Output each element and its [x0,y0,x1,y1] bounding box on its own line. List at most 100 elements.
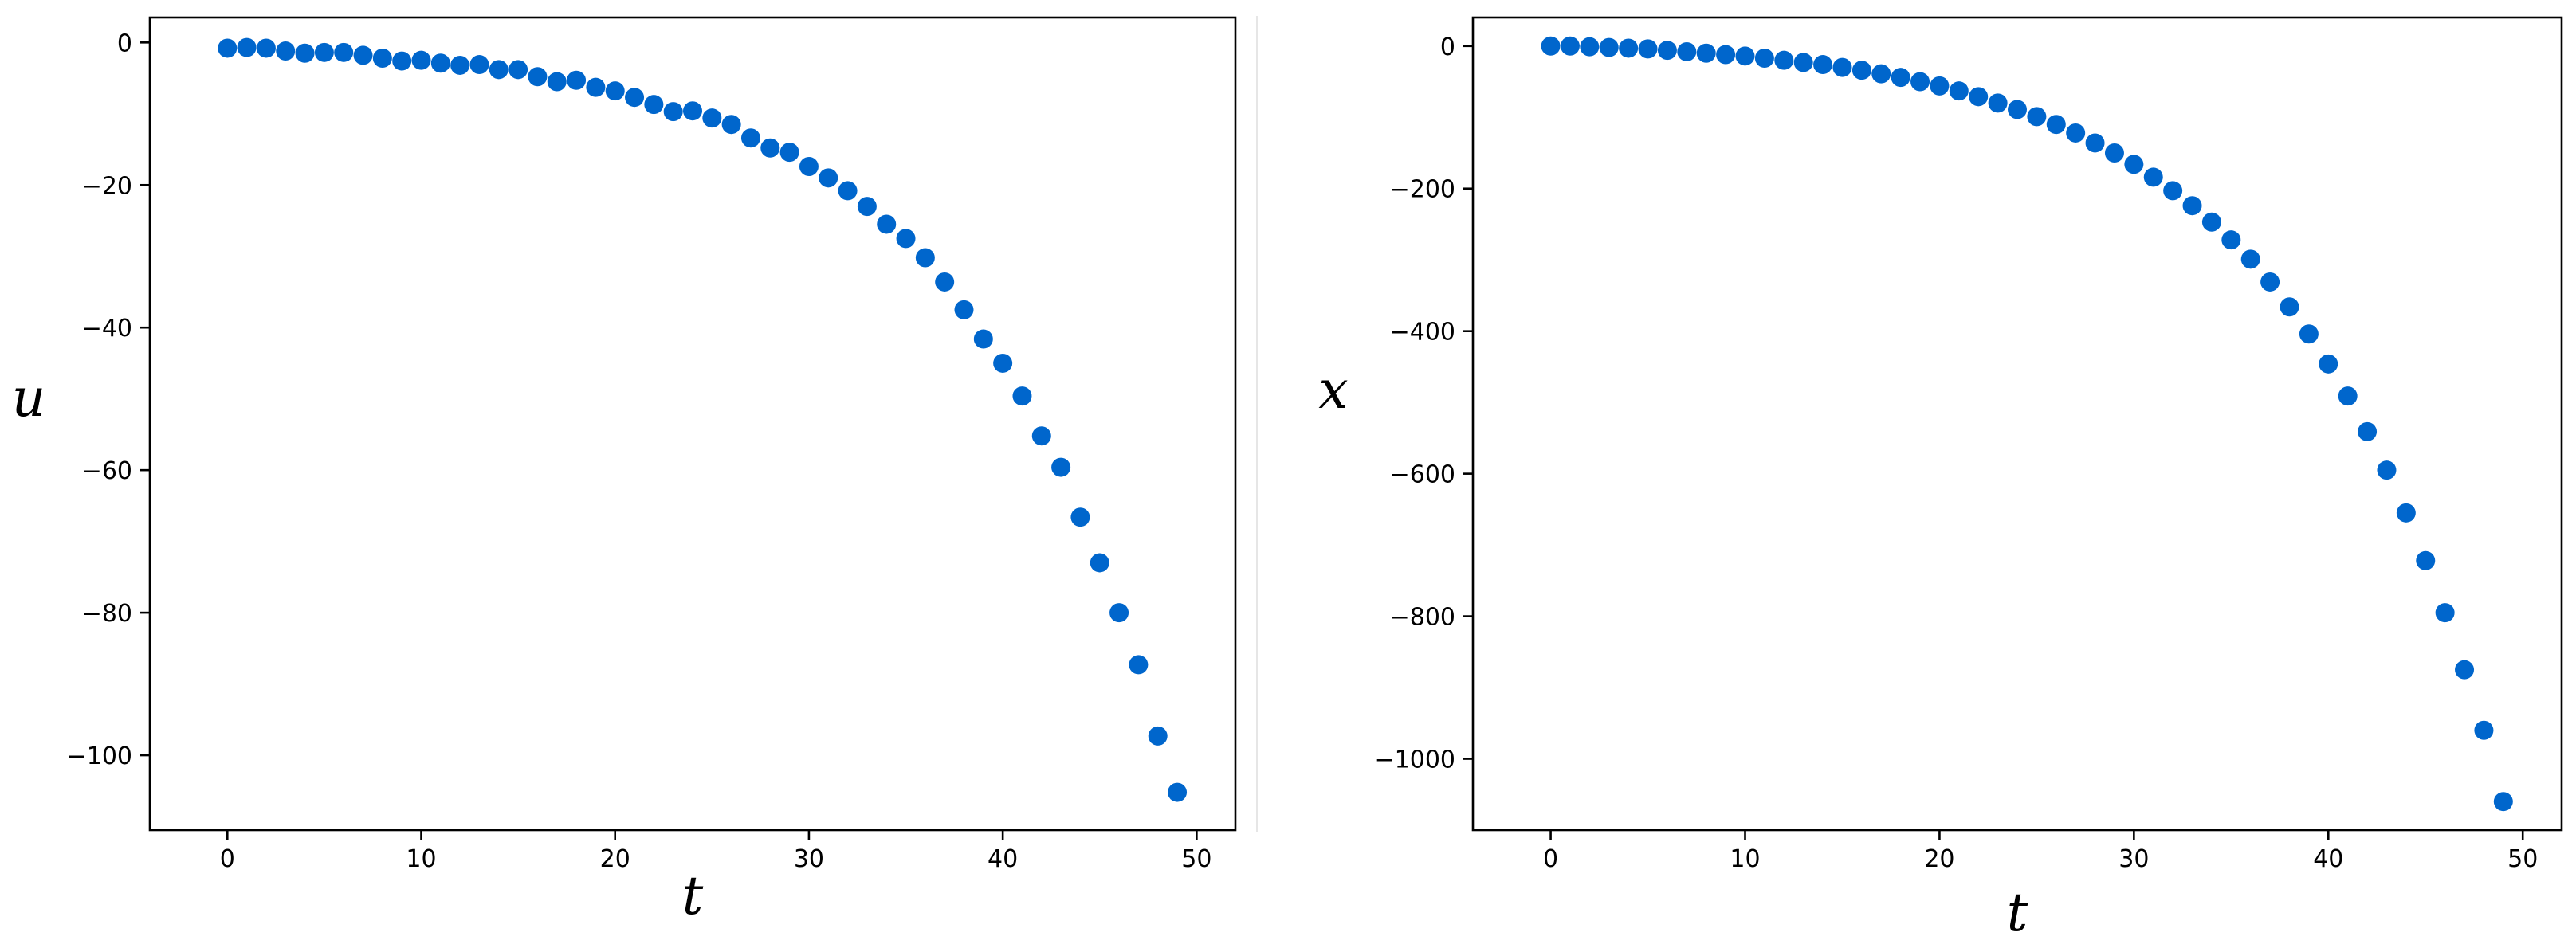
chart-x-vs-t: 0 10 20 30 40 50 0 −200 −400 −600 −800 −1000 t x [1318,16,2563,943]
x-axis-label: t [2007,882,2028,943]
y-tick-label: −800 [1390,604,1455,632]
data-point [586,77,606,97]
data-point [256,38,276,58]
data-point [276,41,296,61]
data-point [1930,76,1950,96]
data-point [1813,55,1833,75]
data-point [799,157,819,176]
tick-group: 0 10 20 30 40 50 0 −200 −400 −600 −800 −1000 [1375,33,2539,873]
data-point [430,53,450,73]
data-point [2319,354,2338,374]
data-point [1910,72,1930,92]
x-tick-label: 0 [220,845,235,873]
data-point [2493,792,2513,812]
data-point [1012,386,1032,406]
data-point [2221,230,2241,250]
x-tick-label: 40 [988,845,1018,873]
data-point [644,95,664,115]
data-point [663,102,683,122]
y-tick-label: −400 [1390,319,1455,347]
data-point [295,43,315,63]
data-point [334,42,354,62]
y-tick-label: −80 [82,600,132,628]
data-point [993,353,1013,373]
data-point [489,60,509,80]
data-point [218,38,238,58]
data-point [605,81,625,101]
y-axis-label: x [1318,359,1348,421]
data-point [683,101,702,121]
data-point [528,67,548,87]
y-tick-label: 0 [117,29,132,57]
data-point [2260,272,2280,292]
plot-area-frame [1471,16,2563,832]
data-point [1560,36,1580,56]
data-point [1774,50,1794,70]
data-point [896,229,916,249]
data-point [1129,655,1149,675]
data-point [1541,36,1561,56]
data-point [1148,726,1168,746]
data-point [1031,426,1051,446]
x-tick-label: 20 [600,845,630,873]
data-point [721,115,741,135]
data-point [1090,553,1109,573]
x-tick-label: 40 [2313,845,2343,873]
data-point [857,197,877,217]
data-point [779,143,799,163]
data-point [760,138,780,158]
tick-group: 0 10 20 30 40 50 0 −20 −40 −60 −80 −100 [67,29,1212,873]
data-point [2299,324,2319,344]
data-point [1638,39,1658,59]
data-point [2143,167,2163,187]
y-tick-label: −600 [1390,461,1455,489]
data-point [314,42,334,62]
data-point [1168,782,1188,802]
data-points [218,37,1188,802]
data-point [625,88,645,108]
data-point [935,272,955,292]
x-axis-label: t [682,865,704,926]
x-tick-label: 10 [1730,845,1760,873]
data-point [973,329,993,349]
chart-u-vs-t: 0 10 20 30 40 50 0 −20 −40 −60 −80 −100 t u [12,16,1237,926]
data-point [2338,386,2358,406]
y-axis-label: u [12,367,46,429]
data-point [2182,196,2202,216]
data-point [1988,93,2008,113]
data-point [2455,660,2475,680]
data-point [1871,64,1891,84]
data-point [2027,107,2047,127]
data-point [740,128,760,148]
y-tick-label: −20 [82,172,132,200]
x-tick-label: 30 [2119,845,2149,873]
data-point [353,45,373,65]
data-point [915,248,935,268]
data-point [702,108,722,128]
data-point [2163,181,2183,201]
data-point [547,72,567,92]
data-point [2201,212,2221,232]
data-points [1541,36,2513,812]
y-tick-label: −1000 [1375,746,1455,774]
data-point [1852,61,1871,80]
x-tick-label: 20 [1924,845,1954,873]
data-point [2124,155,2144,174]
data-point [1754,49,1774,68]
data-point [1793,53,1813,72]
data-point [2104,143,2124,163]
y-tick-label: −40 [82,315,132,343]
x-tick-label: 30 [794,845,824,873]
x-tick-label: 10 [406,845,436,873]
data-point [1580,37,1600,57]
data-point [567,70,587,90]
plot-area-frame [148,16,1237,832]
data-point [2435,603,2455,623]
data-point [2008,100,2027,119]
data-point [1891,68,1910,88]
data-point [2280,297,2299,317]
data-point [954,300,974,319]
data-point [509,60,528,80]
y-tick-label: −60 [82,457,132,485]
